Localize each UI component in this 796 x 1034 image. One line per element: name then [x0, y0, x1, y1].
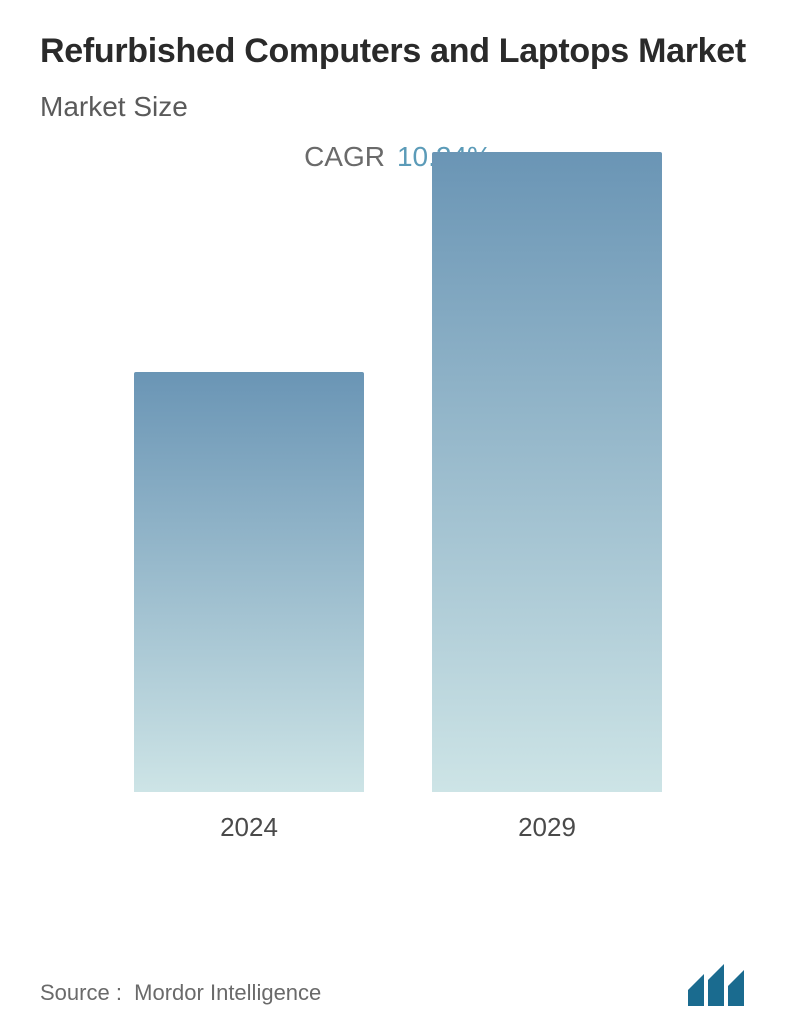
source-text: Source : Mordor Intelligence — [40, 980, 321, 1006]
chart-title: Refurbished Computers and Laptops Market — [40, 30, 756, 73]
bar-2024 — [134, 372, 364, 792]
chart-subtitle: Market Size — [40, 91, 756, 123]
bar-chart: 2024 2029 — [40, 203, 756, 843]
chart-container: Refurbished Computers and Laptops Market… — [0, 0, 796, 1034]
bar-group-1: 2029 — [432, 152, 662, 843]
source-prefix: Source : — [40, 980, 122, 1005]
brand-logo-icon — [686, 964, 756, 1006]
bar-group-0: 2024 — [134, 372, 364, 843]
bar-2029 — [432, 152, 662, 792]
bar-label-2024: 2024 — [220, 812, 278, 843]
cagr-label: CAGR — [304, 141, 385, 172]
bar-label-2029: 2029 — [518, 812, 576, 843]
source-name: Mordor Intelligence — [134, 980, 321, 1005]
footer: Source : Mordor Intelligence — [40, 964, 756, 1006]
